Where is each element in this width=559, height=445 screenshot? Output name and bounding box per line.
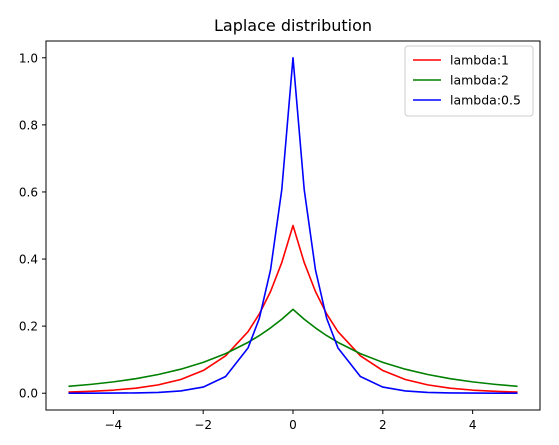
x-tick-label: −4 [105,418,123,432]
y-tick-label: 0.2 [19,320,38,334]
x-tick-label: 2 [379,418,387,432]
y-tick-label: 0.4 [19,253,38,267]
y-tick-label: 0.8 [19,118,38,132]
legend-box [404,45,534,117]
legend-label: lambda:2 [450,73,509,88]
series-layer [68,56,518,395]
axis-layer: −4 −2 0 2 4 0.0 0.2 0.4 0.6 0.8 1.0 [19,51,477,432]
x-tick-label: 0 [289,418,297,432]
chart-title: Laplace distribution [214,16,372,35]
x-tick-label: −2 [194,418,212,432]
series-line-0 [68,224,518,393]
legend-label: lambda:1 [450,53,509,68]
legend-label: lambda:0.5 [450,93,521,108]
x-tick-label: 4 [469,418,477,432]
series-line-1 [68,308,518,388]
y-tick-label: 1.0 [19,51,38,65]
series-line-2 [68,56,518,395]
legend: lambda:1 lambda:2 lambda:0.5 [404,45,534,117]
y-tick-label: 0.6 [19,185,38,199]
y-tick-label: 0.0 [19,387,38,401]
